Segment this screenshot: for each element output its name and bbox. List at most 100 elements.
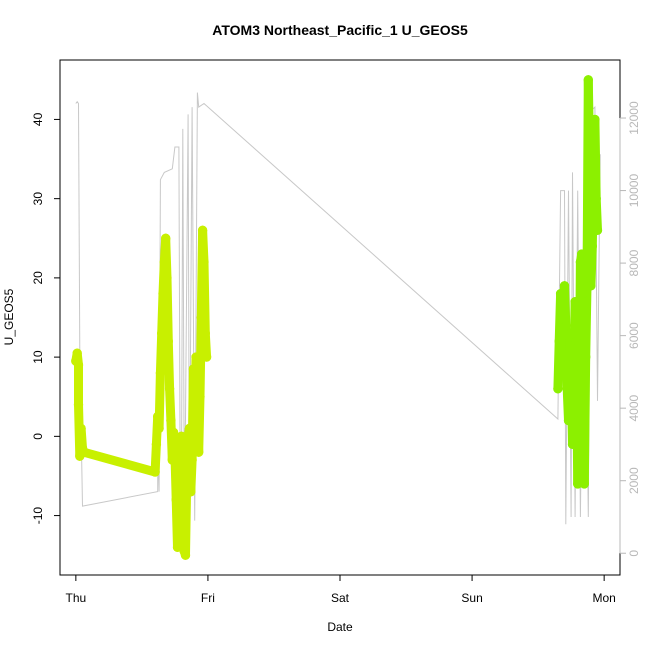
data-point xyxy=(192,415,203,426)
series-segment xyxy=(581,281,592,362)
series-segment xyxy=(583,75,595,164)
data-point xyxy=(194,447,204,457)
series-segment xyxy=(163,336,175,394)
data-point xyxy=(587,241,597,251)
data-point xyxy=(583,75,593,85)
data-point xyxy=(590,114,600,125)
data-point xyxy=(186,487,196,497)
data-point xyxy=(570,297,580,307)
data-point xyxy=(584,154,595,164)
y2-tick-label: 0 xyxy=(627,550,641,557)
data-point xyxy=(154,423,164,434)
primary-series-layer xyxy=(71,75,603,560)
y-axis-right: 0 2000 4000 6000 8000 10000 12000 xyxy=(619,101,641,557)
data-point xyxy=(76,423,86,434)
y-tick-label: -10 xyxy=(31,507,45,525)
data-point xyxy=(184,423,195,434)
data-point xyxy=(591,194,601,204)
data-point xyxy=(73,360,84,370)
series-segment xyxy=(79,447,160,477)
data-point xyxy=(553,384,563,394)
data-point xyxy=(555,289,566,299)
data-point xyxy=(153,411,163,422)
series-segment xyxy=(573,416,584,489)
data-point xyxy=(182,471,192,481)
data-point xyxy=(565,328,575,338)
data-point xyxy=(196,312,207,323)
y2-tick-label: 8000 xyxy=(627,249,641,276)
data-point xyxy=(578,289,588,299)
series-segment xyxy=(157,289,168,338)
data-point xyxy=(157,328,167,338)
data-point xyxy=(158,289,168,299)
data-point xyxy=(151,439,162,449)
data-point xyxy=(557,297,567,307)
data-point xyxy=(174,518,184,529)
data-point xyxy=(191,352,201,362)
data-point xyxy=(187,455,197,465)
data-point xyxy=(190,431,200,441)
series-segment xyxy=(198,225,209,267)
x-tick-label: Sun xyxy=(461,591,482,605)
data-point xyxy=(200,328,211,338)
x-tick-label: Sat xyxy=(331,591,350,605)
data-point xyxy=(171,495,181,505)
data-point xyxy=(574,415,584,426)
data-point xyxy=(161,233,171,244)
series-segment xyxy=(591,194,602,235)
y-tick-label: 10 xyxy=(31,350,45,364)
data-point xyxy=(575,257,586,267)
plot-box xyxy=(59,59,621,576)
data-point xyxy=(195,392,205,402)
data-point xyxy=(197,225,208,236)
series-segment xyxy=(155,328,167,378)
data-point xyxy=(571,336,582,346)
chart-title: ATOM3 Northeast_Pacific_1 U_GEOS5 xyxy=(212,22,468,38)
y2-tick-label: 12000 xyxy=(627,101,641,135)
data-point xyxy=(567,439,578,449)
series-segment xyxy=(165,384,176,425)
data-point xyxy=(561,320,571,331)
data-point xyxy=(168,427,179,438)
y2-tick-label: 6000 xyxy=(627,322,641,349)
y2-tick-label: 10000 xyxy=(627,174,641,208)
data-point xyxy=(577,249,587,259)
data-point xyxy=(201,352,212,362)
series-segment xyxy=(586,241,597,291)
data-point xyxy=(586,281,596,291)
y-tick-label: 0 xyxy=(31,433,45,440)
data-point xyxy=(167,455,178,465)
y2-tick-label: 4000 xyxy=(627,394,641,421)
data-point xyxy=(581,352,591,362)
data-point xyxy=(72,348,82,358)
data-point xyxy=(566,360,576,370)
data-point xyxy=(73,400,84,410)
x-axis-label: Date xyxy=(327,620,353,634)
data-point xyxy=(199,257,209,267)
series-segment xyxy=(162,273,173,346)
data-point xyxy=(164,384,175,394)
data-point xyxy=(554,336,564,346)
y-tick-label: 40 xyxy=(31,112,45,126)
data-point xyxy=(163,336,174,346)
y2-tick-label: 2000 xyxy=(627,467,641,494)
data-point xyxy=(592,225,603,236)
data-point xyxy=(150,467,160,477)
series-segment xyxy=(199,257,210,338)
series-segment xyxy=(590,114,601,204)
data-point xyxy=(562,384,572,394)
data-point xyxy=(178,503,188,513)
data-point xyxy=(563,415,574,426)
data-point xyxy=(159,257,170,267)
data-point xyxy=(79,447,89,457)
y-tick-label: 30 xyxy=(31,192,45,206)
data-point xyxy=(166,415,176,426)
x-tick-label: Fri xyxy=(201,591,215,605)
data-point xyxy=(188,364,199,374)
series-segment xyxy=(579,352,591,489)
data-point xyxy=(180,550,191,560)
data-point xyxy=(170,447,180,457)
data-point xyxy=(588,170,599,180)
y-tick-label: 20 xyxy=(31,271,45,285)
